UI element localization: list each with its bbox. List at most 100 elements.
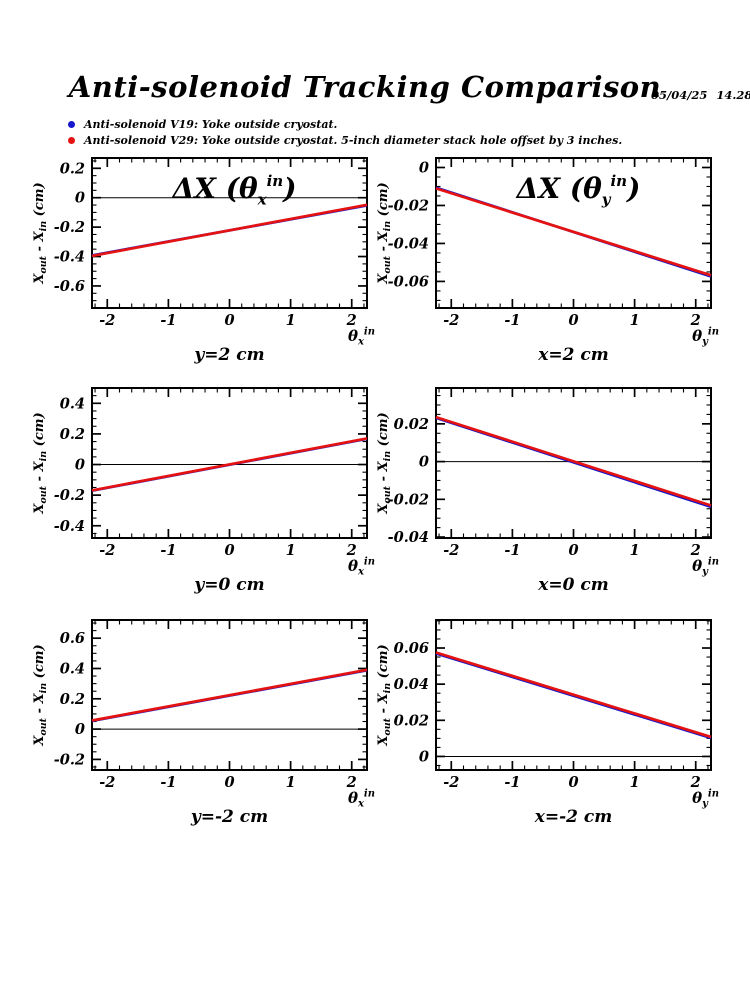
x-tick-label: -2 xyxy=(99,774,115,791)
x-tick-label: -1 xyxy=(504,542,520,559)
subplot-caption: y=-2 cm xyxy=(190,807,268,827)
y-tick-label: 0.02 xyxy=(394,416,429,433)
legend-label-v29: Anti-solenoid V29: Yoke outside cryostat… xyxy=(84,133,623,147)
x-axis-label: θxin xyxy=(348,557,375,578)
x-tick-label: 2 xyxy=(690,774,701,791)
x-tick-label: 2 xyxy=(690,542,701,559)
x-tick-label: 1 xyxy=(630,774,640,791)
subplot-caption: x=2 cm xyxy=(537,345,608,365)
series-line-v29 xyxy=(91,203,368,258)
y-tick-label: 0 xyxy=(75,190,85,207)
subplot-dx-thetay-x0: 0.02 0 -0.02 -0.04 -2 -1 0 1 2 θyin x=0 cm Xout - X… xyxy=(374,383,720,601)
y-tick-label: 0.4 xyxy=(60,660,85,677)
x-tick-label: -1 xyxy=(504,312,520,329)
x-tick-label: 1 xyxy=(286,542,296,559)
y-tick-label: -0.2 xyxy=(54,487,85,504)
time-text: 14.28 xyxy=(716,88,750,102)
subplot-caption: y=2 cm xyxy=(193,345,264,365)
x-tick-label: 1 xyxy=(630,312,640,329)
series-line-v29 xyxy=(435,651,712,739)
series-line-v29 xyxy=(91,668,368,722)
subplot-dx-thetay-x2: 0 -0.02 -0.04 -0.06 -2 -1 0 1 2 θyin x=2 cm Xout - … xyxy=(374,153,720,371)
y-axis-label: Xout - Xin (cm) xyxy=(32,182,49,284)
y-tick-label: -0.04 xyxy=(388,529,429,546)
subplot-caption: x=0 cm xyxy=(537,575,608,595)
x-tick-label: 1 xyxy=(630,542,640,559)
y-tick-label: -0.4 xyxy=(54,249,85,266)
legend-item-v29: Anti-solenoid V29: Yoke outside cryostat… xyxy=(68,132,622,148)
y-tick-label: 0.04 xyxy=(394,676,429,693)
series-line-v29 xyxy=(91,437,368,492)
date-text: 05/04/25 xyxy=(651,88,708,102)
y-tick-label: 0.02 xyxy=(394,712,429,729)
x-tick-label: 1 xyxy=(286,774,296,791)
x-tick-label: -1 xyxy=(160,312,176,329)
x-tick-label: 1 xyxy=(286,312,296,329)
x-tick-label: 0 xyxy=(224,774,234,791)
y-axis-label: Xout - Xin (cm) xyxy=(32,412,49,514)
y-tick-label: -0.02 xyxy=(388,491,429,508)
y-tick-label: -0.2 xyxy=(54,751,85,768)
y-tick-label: -0.6 xyxy=(54,278,85,295)
y-tick-label: 0 xyxy=(419,159,429,176)
x-tick-label: -2 xyxy=(443,542,459,559)
y-tick-label: -0.2 xyxy=(54,219,85,236)
y-tick-label: -0.4 xyxy=(54,518,85,535)
x-tick-label: 0 xyxy=(568,542,578,559)
subplot-title: ΔX (θxin) xyxy=(171,172,297,209)
y-axis-label: Xout - Xin (cm) xyxy=(376,182,393,284)
x-axis-label: θxin xyxy=(348,789,375,810)
x-tick-label: 0 xyxy=(568,312,578,329)
y-tick-label: 0.6 xyxy=(60,630,85,647)
legend-item-v19: Anti-solenoid V19: Yoke outside cryostat… xyxy=(68,116,622,132)
x-tick-label: 2 xyxy=(690,312,701,329)
series-line-v29 xyxy=(435,415,712,507)
subplot-caption: x=-2 cm xyxy=(534,807,613,827)
x-tick-label: 2 xyxy=(346,774,357,791)
subplot-dx-thetax-y0: 0.4 0.2 0 -0.2 -0.4 -2 -1 0 1 2 θxin y=0 cm Xout - X… xyxy=(30,383,376,601)
v29-marker-icon xyxy=(68,136,75,144)
series-line-v29 xyxy=(435,187,712,277)
x-axis-label: θxin xyxy=(348,327,375,348)
x-tick-label: 0 xyxy=(224,542,234,559)
x-tick-label: 0 xyxy=(568,774,578,791)
y-tick-label: 0.2 xyxy=(60,691,85,708)
y-axis-label: Xout - Xin (cm) xyxy=(376,644,393,746)
subplot-title: ΔX (θyin) xyxy=(515,172,641,209)
y-tick-label: 0 xyxy=(75,457,85,474)
x-tick-label: -2 xyxy=(443,774,459,791)
subplot-caption: y=0 cm xyxy=(193,575,264,595)
x-tick-label: 0 xyxy=(224,312,234,329)
x-tick-label: 2 xyxy=(346,542,357,559)
legend: Anti-solenoid V19: Yoke outside cryostat… xyxy=(68,116,622,148)
x-tick-label: -1 xyxy=(504,774,520,791)
x-tick-label: -2 xyxy=(99,542,115,559)
x-tick-label: -2 xyxy=(443,312,459,329)
y-tick-label: -0.04 xyxy=(388,235,429,252)
y-tick-label: -0.02 xyxy=(388,197,429,214)
y-axis-label: Xout - Xin (cm) xyxy=(32,644,49,746)
datetime-stamp: 05/04/25 14.28 xyxy=(651,88,750,102)
y-tick-label: -0.06 xyxy=(388,273,429,290)
x-tick-label: 2 xyxy=(346,312,357,329)
y-tick-label: 0 xyxy=(75,721,85,738)
y-tick-label: 0 xyxy=(419,454,429,471)
subplot-dx-thetay-xm2: 0.06 0.04 0.02 0 -2 -1 0 1 2 θyin x=-2 cm Xout - Xi… xyxy=(374,615,720,833)
y-tick-label: 0.2 xyxy=(60,160,85,177)
x-tick-label: -1 xyxy=(160,774,176,791)
x-tick-label: -1 xyxy=(160,542,176,559)
x-axis-label: θyin xyxy=(692,557,719,578)
y-tick-label: 0.2 xyxy=(60,426,85,443)
plot-frame xyxy=(91,387,368,539)
x-axis-label: θyin xyxy=(692,327,719,348)
legend-label-v19: Anti-solenoid V19: Yoke outside cryostat… xyxy=(84,117,338,131)
v19-marker-icon xyxy=(68,120,75,128)
x-axis-label: θyin xyxy=(692,789,719,810)
y-axis-label: Xout - Xin (cm) xyxy=(376,412,393,514)
